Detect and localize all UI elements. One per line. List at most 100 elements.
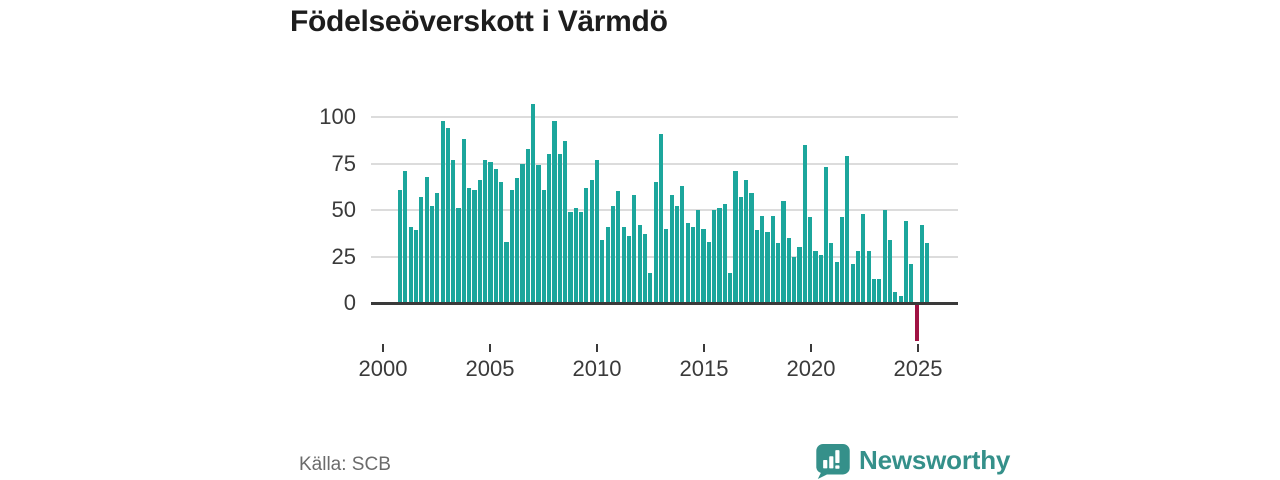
bar bbox=[701, 228, 706, 303]
bar bbox=[648, 273, 653, 303]
x-tick-mark bbox=[703, 344, 705, 352]
y-tick-label: 100 bbox=[319, 104, 356, 129]
bar bbox=[664, 228, 669, 303]
bar bbox=[850, 263, 855, 303]
bar bbox=[642, 234, 648, 303]
bar bbox=[733, 170, 738, 303]
bar bbox=[563, 141, 568, 303]
bar bbox=[722, 204, 727, 303]
gridline bbox=[371, 209, 958, 211]
bar bbox=[531, 103, 536, 303]
chart-title: Födelseöverskott i Värmdö bbox=[290, 5, 668, 38]
bar bbox=[744, 180, 749, 303]
bar bbox=[696, 210, 701, 303]
bar bbox=[717, 208, 722, 303]
bar bbox=[754, 230, 759, 303]
bar bbox=[802, 144, 807, 303]
bar bbox=[594, 159, 600, 303]
bar bbox=[712, 210, 717, 303]
bar bbox=[547, 154, 552, 303]
bar bbox=[515, 178, 520, 303]
bar bbox=[488, 161, 493, 303]
bar bbox=[403, 170, 408, 303]
bar bbox=[525, 148, 530, 303]
bar bbox=[600, 239, 605, 303]
bar bbox=[680, 185, 685, 303]
bar bbox=[541, 189, 546, 303]
bar bbox=[839, 217, 845, 303]
newsworthy-logo: Newsworthy bbox=[813, 441, 1010, 479]
bar bbox=[797, 247, 802, 303]
bar bbox=[509, 189, 514, 303]
speech-bubble-bar-chart-icon bbox=[813, 441, 850, 479]
bar bbox=[557, 154, 562, 303]
bar bbox=[669, 195, 674, 303]
bar bbox=[770, 215, 775, 303]
bar bbox=[855, 250, 861, 303]
bar bbox=[477, 180, 482, 303]
bar bbox=[866, 250, 871, 303]
bar bbox=[690, 226, 696, 303]
bar bbox=[861, 213, 866, 303]
bar bbox=[823, 167, 829, 303]
gridline bbox=[371, 162, 958, 165]
x-tick-mark bbox=[489, 344, 491, 352]
bar bbox=[898, 295, 903, 303]
bar bbox=[589, 180, 594, 303]
bar bbox=[472, 189, 477, 303]
x-tick-mark bbox=[917, 344, 919, 352]
bar bbox=[429, 206, 435, 303]
bar bbox=[653, 182, 658, 303]
y-tick-label: 75 bbox=[331, 150, 356, 176]
x-tick-label: 2025 bbox=[893, 356, 943, 381]
y-tick-label: 50 bbox=[331, 197, 356, 222]
bar bbox=[584, 187, 589, 303]
bar-negative-highlight bbox=[914, 304, 919, 342]
bar bbox=[408, 226, 413, 303]
bar bbox=[578, 211, 584, 303]
x-tick-label: 2010 bbox=[572, 356, 622, 381]
bar bbox=[877, 278, 882, 303]
bar bbox=[706, 241, 711, 303]
source-caption: Källa: SCB bbox=[299, 454, 391, 475]
gridline bbox=[371, 116, 958, 118]
bar bbox=[674, 206, 680, 303]
bar bbox=[504, 241, 509, 303]
bar bbox=[451, 159, 456, 303]
x-tick-mark bbox=[596, 344, 598, 352]
bar bbox=[882, 210, 887, 303]
bar bbox=[397, 189, 403, 303]
bar bbox=[626, 236, 632, 303]
bar bbox=[871, 278, 877, 303]
bar bbox=[456, 208, 461, 303]
bar bbox=[786, 237, 791, 303]
bar bbox=[573, 208, 578, 303]
bar bbox=[499, 182, 504, 303]
bar bbox=[808, 217, 813, 303]
bar bbox=[637, 224, 642, 303]
bar bbox=[621, 226, 626, 303]
newsworthy-wordmark: Newsworthy bbox=[859, 444, 1011, 475]
bar bbox=[813, 250, 818, 303]
bar bbox=[792, 256, 797, 303]
x-tick-label: 2000 bbox=[358, 356, 408, 381]
bar bbox=[536, 165, 541, 303]
bar bbox=[685, 223, 690, 303]
bar bbox=[632, 195, 637, 303]
bar bbox=[760, 215, 765, 303]
bar bbox=[616, 191, 621, 303]
bar bbox=[605, 226, 610, 303]
bar bbox=[461, 139, 466, 303]
bar bbox=[781, 200, 786, 303]
bar bbox=[467, 187, 472, 303]
x-tick-mark bbox=[382, 344, 384, 352]
bar bbox=[738, 196, 743, 303]
bar bbox=[818, 254, 823, 303]
bar bbox=[413, 230, 419, 303]
bar bbox=[887, 239, 893, 303]
bar bbox=[749, 193, 754, 303]
bar bbox=[834, 262, 839, 303]
bar bbox=[909, 263, 914, 303]
bar bbox=[440, 120, 445, 303]
bar bbox=[610, 206, 616, 303]
